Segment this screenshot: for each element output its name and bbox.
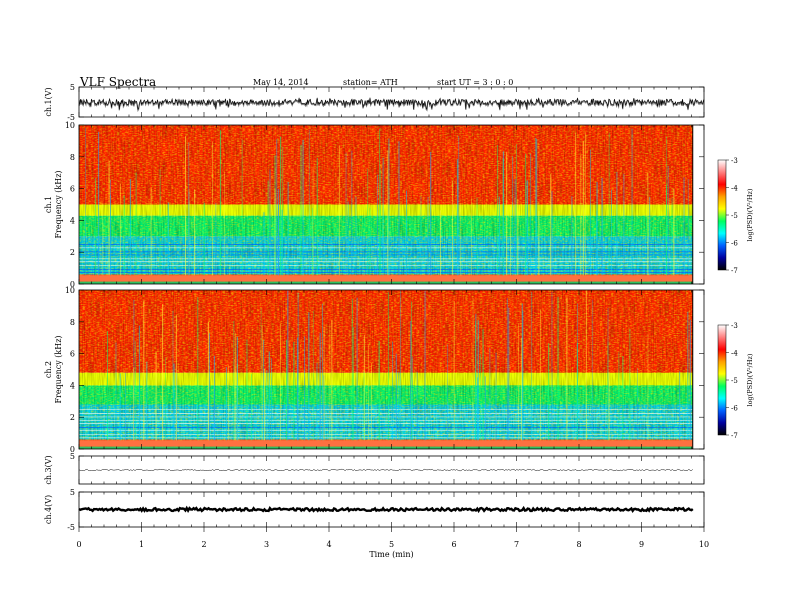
colorbar-tick-label: -4 (731, 185, 738, 193)
y-tick-label: -5 (67, 523, 75, 532)
ch3-waveform-trace (78, 468, 693, 472)
y-tick-label: 10 (65, 286, 75, 295)
x-tick-label: 3 (264, 540, 269, 549)
x-tick-label: 8 (576, 540, 581, 549)
y-tick-label: 2 (70, 248, 75, 257)
y-tick-label: 6 (70, 350, 75, 359)
speckle-dark (79, 125, 693, 284)
channel-label: ch.2 (44, 361, 53, 378)
frequency-axis-label: Frequency (kHz) (54, 170, 63, 238)
y-tick-label: 8 (70, 153, 75, 162)
no-data-area (692, 125, 704, 284)
channel-label: ch.1 (44, 196, 53, 213)
x-tick-label: 5 (389, 540, 394, 549)
y-tick-label: 4 (70, 216, 75, 225)
y-tick-label: 0 (70, 280, 75, 289)
frequency-axis-label: Frequency (kHz) (54, 335, 63, 403)
y-tick-label: 2 (70, 413, 75, 422)
colorbar-tick-label: -5 (731, 212, 738, 220)
x-tick-label: 4 (326, 540, 331, 549)
low-band (79, 275, 693, 282)
low-band (79, 440, 693, 447)
y-tick-label: -5 (67, 113, 75, 122)
colorbar-label: log(PSD)(V²/Hz) (746, 353, 754, 406)
y-tick-label: 5 (70, 488, 75, 497)
colorbar-tick-label: -4 (731, 350, 738, 358)
x-tick-label: 7 (514, 540, 519, 549)
speckle-dark (79, 290, 693, 449)
x-axis-label: Time (min) (369, 550, 413, 559)
date-label: May 14, 2014 (253, 78, 309, 87)
start-time-label: start UT = 3 : 0 : 0 (437, 78, 514, 87)
colorbar-tick-label: -5 (731, 377, 738, 385)
no-data-area (692, 290, 704, 449)
y-tick-label: 5 (70, 452, 75, 461)
ch4-waveform-axis-label: ch.4(V) (44, 495, 53, 524)
colorbar-tick-label: -6 (731, 240, 738, 248)
ch1-trace-shadow (78, 97, 705, 113)
colorbar-tick-label: -3 (731, 157, 738, 165)
colorbar (717, 159, 727, 271)
y-tick-label: 8 (70, 318, 75, 327)
x-tick-label: 6 (451, 540, 456, 549)
colorbar-tick-label: -3 (731, 322, 738, 330)
y-tick-label: 4 (70, 381, 75, 390)
colorbar-tick-label: -6 (731, 405, 738, 413)
y-tick-label: 6 (70, 185, 75, 194)
station-label: station= ATH (343, 78, 398, 87)
colorbar (717, 324, 727, 436)
x-tick-label: 10 (699, 540, 709, 549)
chart-title: VLF Spectra (80, 75, 157, 89)
x-tick-label: 1 (139, 540, 144, 549)
colorbar-label: log(PSD)(V²/Hz) (746, 188, 754, 241)
colorbar-tick-label: -7 (731, 432, 738, 440)
dc-band (79, 281, 693, 284)
y-tick-label: 0 (70, 445, 75, 454)
x-tick-label: 9 (639, 540, 644, 549)
ch4-waveform-trace (78, 505, 694, 514)
ch3-waveform-axis-label: ch.3(V) (44, 455, 53, 484)
y-tick-label: 5 (70, 83, 75, 92)
y-tick-label: 10 (65, 121, 75, 130)
x-tick-label: 2 (201, 540, 206, 549)
ch1-waveform-axis-label: ch.1(V) (44, 87, 53, 116)
x-tick-label: 0 (76, 540, 81, 549)
colorbar-tick-label: -7 (731, 267, 738, 275)
dc-band (79, 446, 693, 449)
